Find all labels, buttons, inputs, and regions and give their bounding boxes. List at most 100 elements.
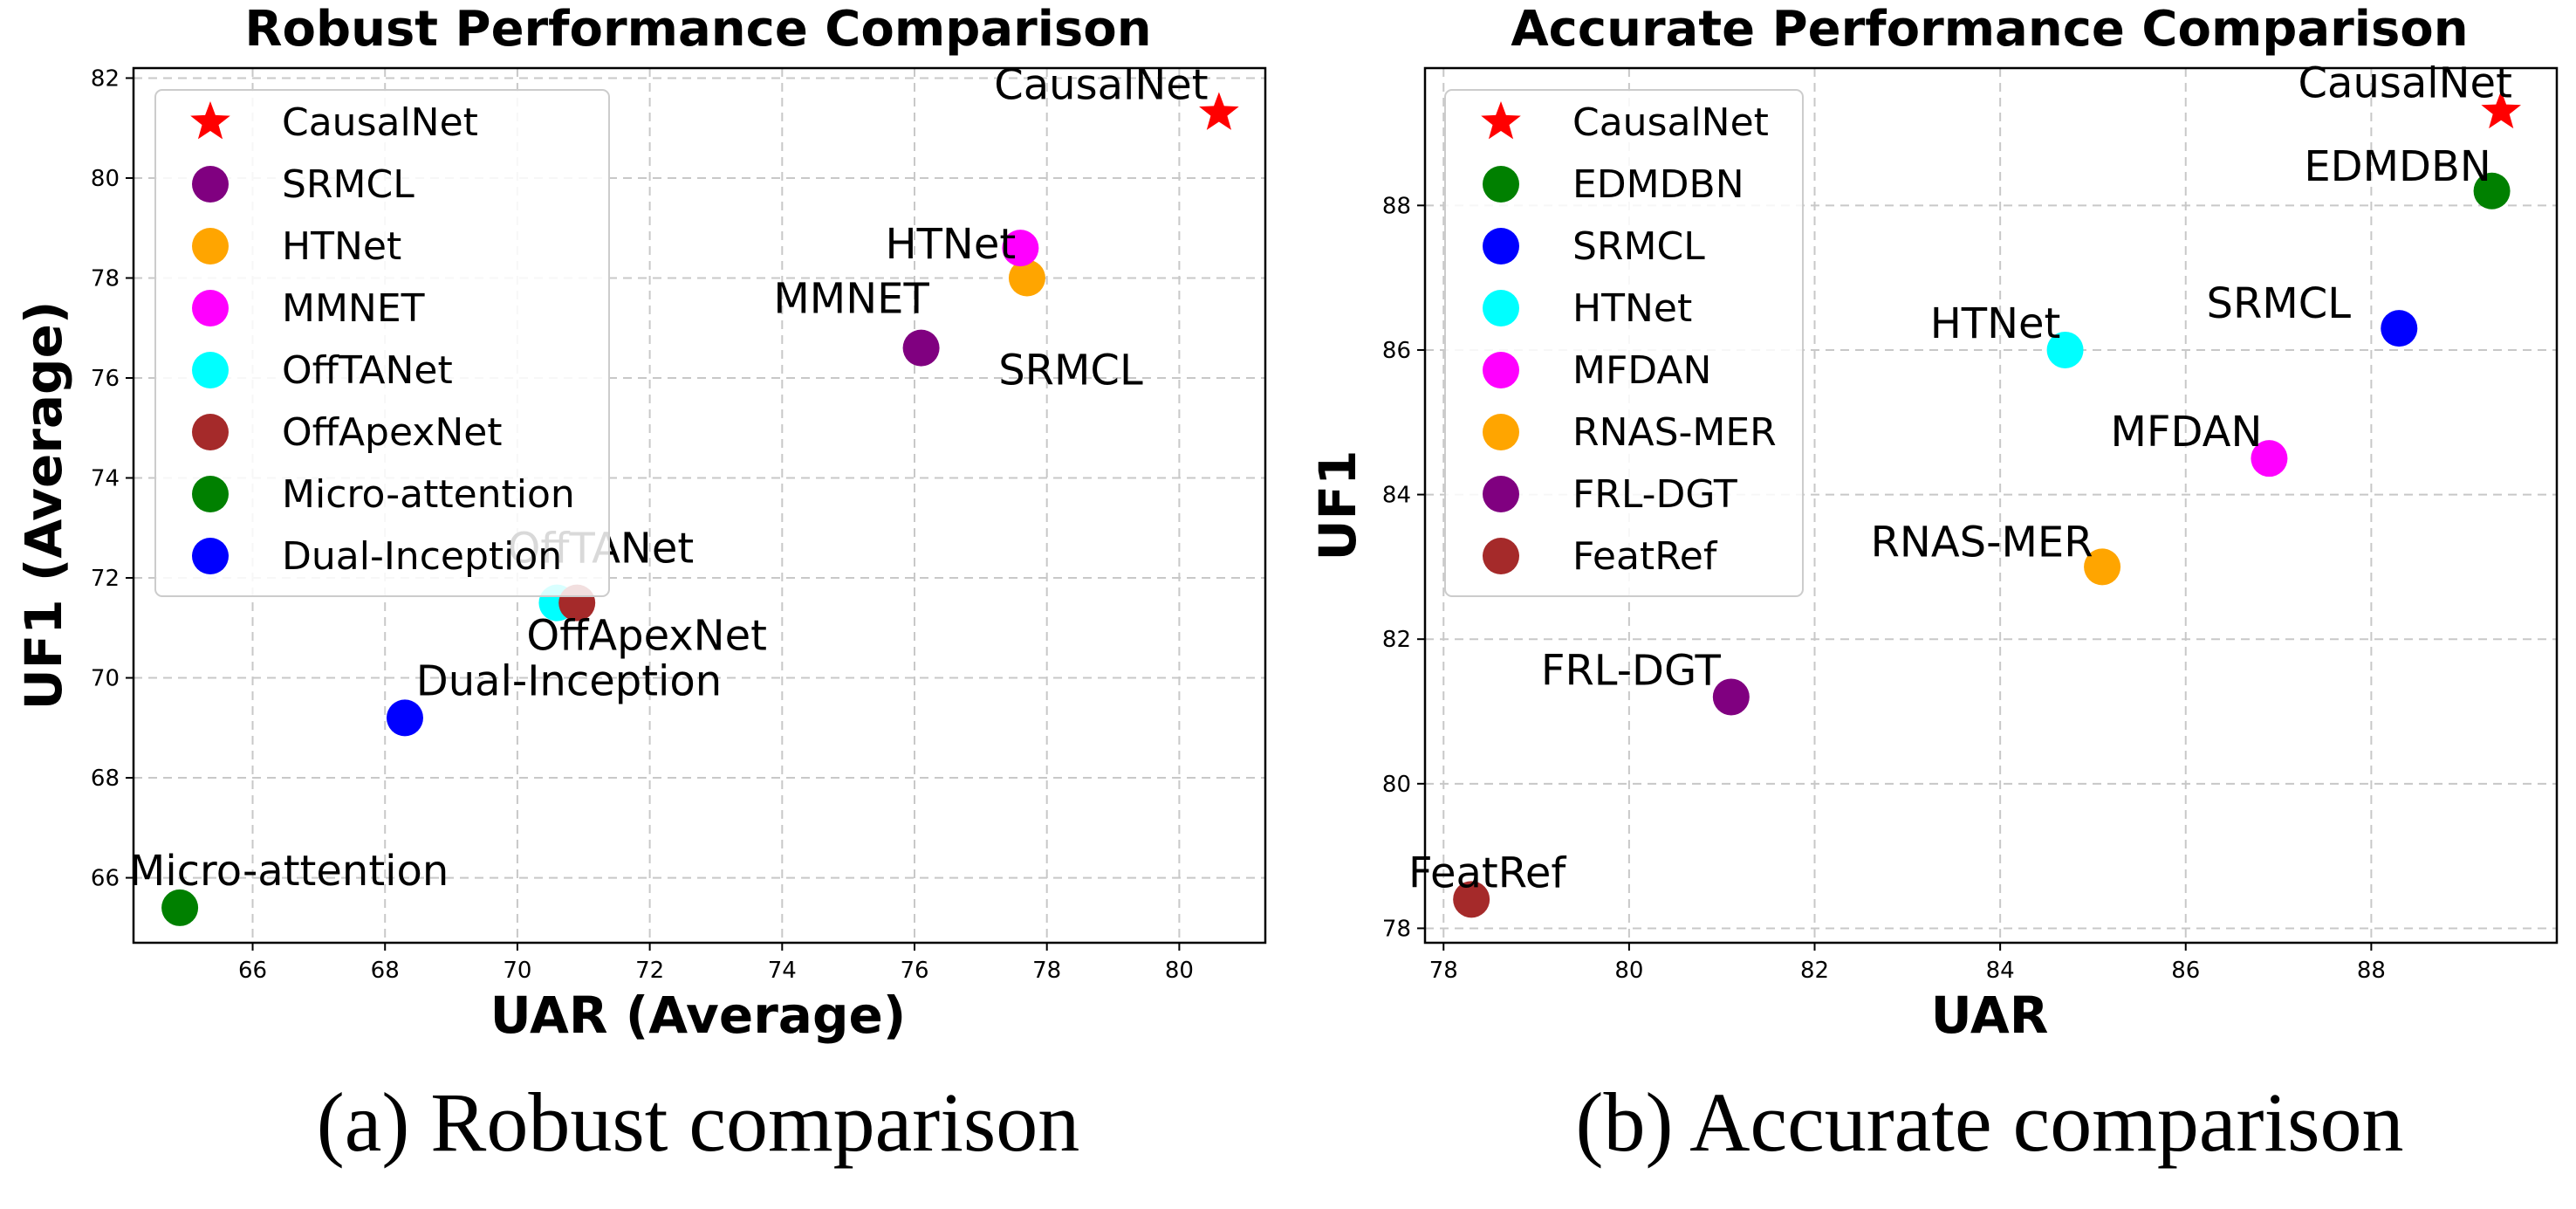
legend-label: Micro-attention bbox=[282, 472, 575, 517]
point-annotation: CausalNet bbox=[2299, 59, 2512, 108]
x-tick-label: 84 bbox=[1986, 958, 2015, 984]
legend-marker-star bbox=[1481, 101, 1521, 140]
figure-caption: (a) Robust comparison bbox=[317, 1075, 1080, 1169]
legend-marker bbox=[192, 538, 229, 574]
chart-title: Accurate Performance Comparison bbox=[1511, 1, 2468, 58]
legend-label: HTNet bbox=[1572, 286, 1692, 331]
y-tick-label: 82 bbox=[1382, 627, 1411, 653]
data-point bbox=[2473, 172, 2511, 210]
legend-label: OffTANet bbox=[282, 348, 453, 393]
point-annotation: HTNet bbox=[886, 220, 1017, 269]
legend-marker bbox=[1483, 476, 1519, 512]
y-tick-label: 86 bbox=[1382, 338, 1411, 364]
data-point bbox=[2251, 440, 2288, 477]
legend-label: FRL-DGT bbox=[1572, 472, 1737, 517]
y-tick-label: 76 bbox=[91, 366, 120, 392]
point-annotation: RNAS-MER bbox=[1871, 518, 2093, 567]
point-annotation: Dual-Inception bbox=[416, 656, 722, 705]
plot-frame bbox=[132, 66, 1267, 945]
point-annotation: Micro-attention bbox=[129, 847, 449, 896]
legend-label: MFDAN bbox=[1572, 348, 1711, 393]
data-point-star bbox=[1199, 92, 1239, 130]
x-tick-label: 68 bbox=[371, 958, 400, 984]
legend-marker bbox=[1483, 538, 1519, 574]
y-tick-label: 84 bbox=[1382, 483, 1411, 509]
y-axis-label: UF1 (Average) bbox=[14, 301, 73, 711]
x-tick-label: 86 bbox=[2171, 958, 2200, 984]
y-tick-label: 88 bbox=[1382, 193, 1411, 219]
x-axis-label: UAR (Average) bbox=[490, 986, 907, 1045]
legend: CausalNet SRMCL HTNet MMNET OffTANet OffApexN… bbox=[154, 89, 610, 597]
y-tick-label: 82 bbox=[91, 65, 120, 92]
y-tick-label: 66 bbox=[91, 866, 120, 892]
x-tick-label: 70 bbox=[503, 958, 531, 984]
legend-label: Dual-Inception bbox=[282, 534, 562, 579]
legend-label: MMNET bbox=[282, 286, 425, 331]
legend-marker bbox=[192, 290, 229, 326]
point-annotation: SRMCL bbox=[2207, 279, 2352, 328]
point-annotation: HTNet bbox=[1930, 299, 2061, 348]
legend-label: CausalNet bbox=[1572, 100, 1769, 145]
point-annotation: SRMCL bbox=[998, 346, 1143, 395]
point-annotation: FRL-DGT bbox=[1541, 646, 1722, 695]
x-tick-label: 78 bbox=[1429, 958, 1458, 984]
point-annotation: MFDAN bbox=[2110, 408, 2262, 457]
data-point bbox=[1712, 678, 1750, 716]
data-point bbox=[2084, 548, 2121, 586]
legend-label: SRMCL bbox=[1572, 224, 1705, 269]
data-point bbox=[161, 889, 199, 926]
y-tick-label: 68 bbox=[91, 766, 120, 792]
y-tick-label: 80 bbox=[91, 166, 120, 192]
x-tick-label: 80 bbox=[1614, 958, 1643, 984]
chart-panel-1: 78 80 82 84 86 88 78 80 82 84 86 88 CausalNet EDMDBN S… bbox=[1308, 1, 2559, 1169]
legend-marker bbox=[1483, 290, 1519, 326]
y-axis-label: UF1 bbox=[1308, 450, 1367, 560]
y-tick-label: 70 bbox=[91, 666, 120, 692]
legend-label: SRMCL bbox=[282, 162, 414, 207]
x-tick-label: 82 bbox=[1800, 958, 1829, 984]
legend: CausalNet EDMDBN SRMCL HTNet MFDAN RNAS-MER FR… bbox=[1444, 89, 1804, 597]
legend-box bbox=[1444, 89, 1804, 597]
legend-label: RNAS-MER bbox=[1572, 410, 1777, 455]
legend-marker bbox=[1483, 228, 1519, 264]
y-tick-label: 78 bbox=[91, 265, 120, 292]
legend-marker bbox=[192, 476, 229, 512]
x-tick-label: 74 bbox=[768, 958, 797, 984]
figure-caption: (b) Accurate comparison bbox=[1576, 1075, 2404, 1169]
point-annotation: FeatRef bbox=[1408, 848, 1566, 897]
legend-marker-star bbox=[190, 101, 230, 140]
data-point bbox=[1453, 881, 1490, 918]
point-annotation: MMNET bbox=[773, 275, 929, 324]
data-point bbox=[1008, 259, 1045, 297]
legend-marker bbox=[192, 352, 229, 388]
data-point bbox=[902, 329, 940, 367]
data-point-star bbox=[2481, 90, 2521, 129]
x-tick-label: 76 bbox=[900, 958, 928, 984]
legend-label: HTNet bbox=[282, 224, 401, 269]
legend-marker bbox=[192, 228, 229, 264]
data-point bbox=[2046, 331, 2084, 368]
legend-label: CausalNet bbox=[282, 100, 478, 145]
x-tick-label: 66 bbox=[238, 958, 267, 984]
point-annotation: OffApexNet bbox=[526, 612, 767, 661]
x-tick-label: 72 bbox=[635, 958, 664, 984]
legend-label: OffApexNet bbox=[282, 410, 503, 455]
point-annotation: EDMDBN bbox=[2304, 142, 2491, 191]
chart-title: Robust Performance Comparison bbox=[244, 1, 1151, 58]
data-point bbox=[1002, 230, 1039, 267]
chart-panel-0: 66 68 70 72 74 76 78 80 66 68 70 72 74 76 78 80 82 Causal… bbox=[14, 1, 1267, 1169]
y-tick-label: 72 bbox=[91, 566, 120, 592]
legend-label: FeatRef bbox=[1572, 534, 1718, 579]
y-tick-label: 80 bbox=[1382, 772, 1411, 798]
y-tick-label: 78 bbox=[1382, 916, 1411, 942]
y-tick-label: 74 bbox=[91, 466, 120, 492]
legend-marker bbox=[1483, 352, 1519, 388]
data-point bbox=[2381, 310, 2418, 347]
legend-marker bbox=[192, 414, 229, 450]
legend-box bbox=[154, 89, 610, 597]
data-point bbox=[386, 699, 423, 737]
x-axis-label: UAR bbox=[1931, 986, 2049, 1045]
plot-frame bbox=[1423, 66, 2559, 945]
legend-marker bbox=[1483, 414, 1519, 450]
